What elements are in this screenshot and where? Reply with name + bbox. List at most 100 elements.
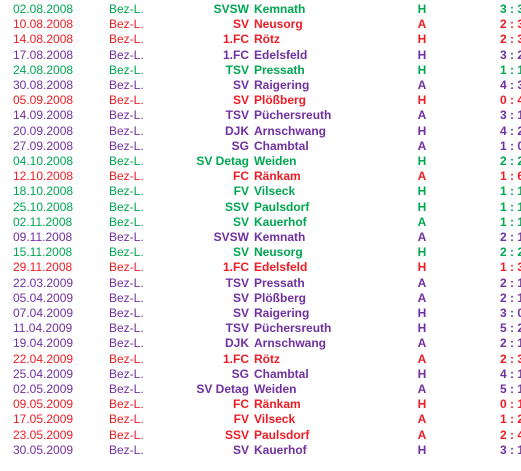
match-date: 22.03.2009 [13, 275, 74, 290]
opponent-team-name: Arnschwang [254, 123, 327, 138]
match-league: Bez-L. [109, 138, 144, 153]
match-row: 02.05.2009 Bez-L. SV Detag Weiden A 5 : 1 [0, 382, 521, 397]
opponent-club-prefix: TSV [225, 321, 249, 336]
match-date: 30.05.2009 [13, 442, 74, 457]
opponent-club-prefix: 1.FC [222, 47, 249, 62]
match-league: Bez-L. [109, 306, 144, 321]
match-date: 04.10.2008 [13, 154, 74, 169]
opponent-club-prefix: TSV [225, 62, 249, 77]
opponent-club-prefix: SG [231, 366, 249, 381]
match-venue: H [417, 93, 427, 108]
opponent-team-name: Rötz [254, 32, 280, 47]
match-date: 17.08.2008 [13, 47, 74, 62]
match-row: 09.11.2008 Bez-L. SVSW Kemnath A 2 : 1 [0, 230, 521, 245]
match-venue: H [417, 199, 427, 214]
match-date: 11.04.2009 [13, 321, 73, 336]
match-venue: A [417, 290, 427, 305]
match-score: 3 : 1 [499, 442, 521, 457]
opponent-club-prefix: DJK [224, 336, 249, 351]
match-venue: H [417, 306, 427, 321]
match-score: 1 : 2 [499, 412, 521, 427]
match-row: 11.04.2009 Bez-L. TSV Püchersreuth H 5 : 2 [0, 321, 521, 336]
match-score: 2 : 3 [499, 17, 521, 32]
opponent-club-prefix: FV [233, 412, 249, 427]
match-score: 2 : 1 [499, 336, 521, 351]
match-date: 23.05.2009 [13, 427, 74, 442]
match-league: Bez-L. [109, 214, 144, 229]
match-score: 3 : 0 [499, 306, 521, 321]
match-venue: H [417, 62, 427, 77]
match-date: 05.04.2009 [13, 290, 74, 305]
match-league: Bez-L. [109, 275, 144, 290]
match-score: 3 : 3 [499, 2, 521, 16]
match-row: 18.10.2008 Bez-L. FV Vilseck H 1 : 1 [0, 184, 521, 199]
match-date: 25.04.2009 [13, 366, 74, 381]
opponent-team-name: Püchersreuth [254, 321, 332, 336]
match-league: Bez-L. [109, 93, 144, 108]
match-date: 02.05.2009 [13, 382, 74, 397]
opponent-team-name: Kemnath [254, 230, 306, 245]
opponent-club-prefix: TSV [225, 108, 249, 123]
opponent-club-prefix: SV [232, 442, 249, 457]
match-league: Bez-L. [109, 108, 144, 123]
match-date: 17.05.2009 [13, 412, 74, 427]
match-score: 0 : 1 [499, 397, 521, 412]
match-row: 05.04.2009 Bez-L. SV Plößberg A 2 : 1 [0, 291, 521, 306]
match-venue: A [417, 275, 427, 290]
opponent-team-name: Edelsfeld [254, 260, 308, 275]
match-league: Bez-L. [109, 412, 144, 427]
match-row: 22.04.2009 Bez-L. 1.FC Rötz A 2 : 3 [0, 352, 521, 367]
match-date: 27.09.2008 [13, 138, 74, 153]
match-league: Bez-L. [109, 442, 144, 457]
match-score: 3 : 1 [499, 108, 521, 123]
match-venue: H [417, 184, 427, 199]
match-score: 2 : 1 [499, 275, 521, 290]
match-row: 25.10.2008 Bez-L. SSV Paulsdorf H 1 : 1 [0, 200, 521, 215]
match-venue: A [417, 351, 427, 366]
match-league: Bez-L. [109, 123, 144, 138]
opponent-team-name: Edelsfeld [254, 47, 308, 62]
match-league: Bez-L. [109, 154, 144, 169]
opponent-team-name: Pressath [254, 275, 305, 290]
opponent-team-name: Paulsdorf [254, 427, 310, 442]
match-score: 1 : 1 [499, 214, 521, 229]
opponent-club-prefix: FC [233, 169, 249, 184]
match-row: 02.11.2008 Bez-L. SV Kauerhof A 1 : 1 [0, 215, 521, 230]
opponent-team-name: Kemnath [254, 2, 306, 16]
opponent-club-prefix: SV [232, 93, 249, 108]
opponent-team-name: Neusorg [254, 245, 303, 260]
match-score: 4 : 2 [499, 123, 521, 138]
match-league: Bez-L. [109, 78, 144, 93]
match-row: 20.09.2008 Bez-L. DJK Arnschwang H 4 : 2 [0, 124, 521, 139]
match-venue: A [417, 412, 427, 427]
match-score: 2 : 3 [499, 351, 521, 366]
opponent-club-prefix: FC [233, 397, 249, 412]
match-score: 3 : 2 [499, 47, 521, 62]
match-date: 14.09.2008 [13, 108, 74, 123]
match-date: 18.10.2008 [13, 184, 74, 199]
match-league: Bez-L. [109, 230, 144, 245]
match-row: 27.09.2008 Bez-L. SG Chambtal A 1 : 0 [0, 139, 521, 154]
opponent-club-prefix: SVSW [213, 230, 249, 245]
opponent-team-name: Arnschwang [254, 336, 327, 351]
match-league: Bez-L. [109, 427, 144, 442]
match-venue: A [417, 336, 427, 351]
match-venue: A [417, 108, 427, 123]
match-score: 1 : 1 [499, 199, 521, 214]
opponent-club-prefix: SV [232, 290, 249, 305]
match-score: 1 : 6 [499, 169, 521, 184]
match-date: 09.05.2009 [13, 397, 74, 412]
opponent-team-name: Chambtal [254, 366, 309, 381]
match-venue: H [417, 366, 427, 381]
opponent-club-prefix: SG [231, 138, 249, 153]
match-row: 05.09.2008 Bez-L. SV Plößberg H 0 : 4 [0, 93, 521, 108]
match-date: 19.04.2009 [13, 336, 74, 351]
match-score: 4 : 1 [499, 366, 521, 381]
match-row: 17.08.2008 Bez-L. 1.FC Edelsfeld H 3 : 2 [0, 48, 521, 63]
match-date: 02.11.2008 [13, 214, 73, 229]
match-rows: 02.08.2008 Bez-L. SVSW Kemnath H 3 : 3 10.08.2… [0, 2, 521, 458]
match-score: 1 : 1 [499, 184, 521, 199]
opponent-team-name: Weiden [254, 382, 297, 397]
match-row: 14.09.2008 Bez-L. TSV Püchersreuth A 3 : 1 [0, 108, 521, 123]
match-league: Bez-L. [109, 62, 144, 77]
